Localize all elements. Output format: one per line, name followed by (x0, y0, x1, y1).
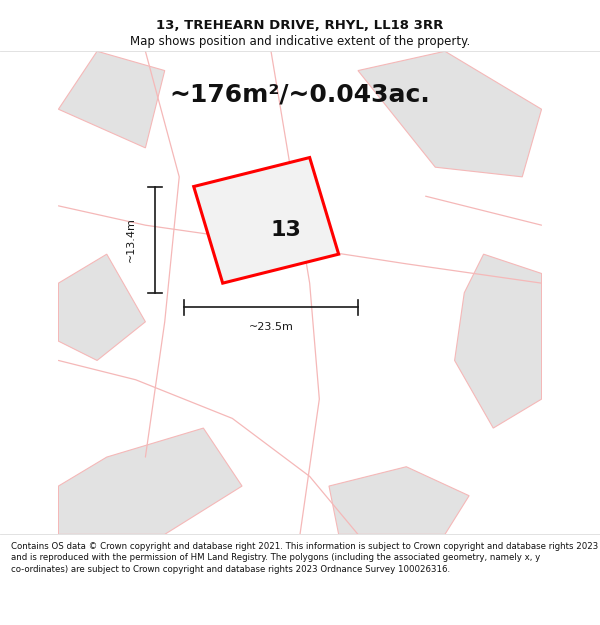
Polygon shape (58, 428, 242, 534)
Text: 13, TREHEARN DRIVE, RHYL, LL18 3RR: 13, TREHEARN DRIVE, RHYL, LL18 3RR (157, 19, 443, 32)
Polygon shape (58, 51, 165, 148)
Text: ~23.5m: ~23.5m (248, 322, 293, 332)
Text: 13: 13 (270, 220, 301, 240)
Polygon shape (58, 254, 145, 361)
Text: ~176m²/~0.043ac.: ~176m²/~0.043ac. (170, 82, 430, 107)
Polygon shape (455, 254, 542, 428)
Text: ~13.4m: ~13.4m (126, 217, 136, 262)
Polygon shape (358, 51, 542, 177)
Text: Contains OS data © Crown copyright and database right 2021. This information is : Contains OS data © Crown copyright and d… (11, 542, 598, 574)
Text: Map shows position and indicative extent of the property.: Map shows position and indicative extent… (130, 35, 470, 48)
Polygon shape (329, 467, 469, 534)
Polygon shape (194, 158, 338, 283)
